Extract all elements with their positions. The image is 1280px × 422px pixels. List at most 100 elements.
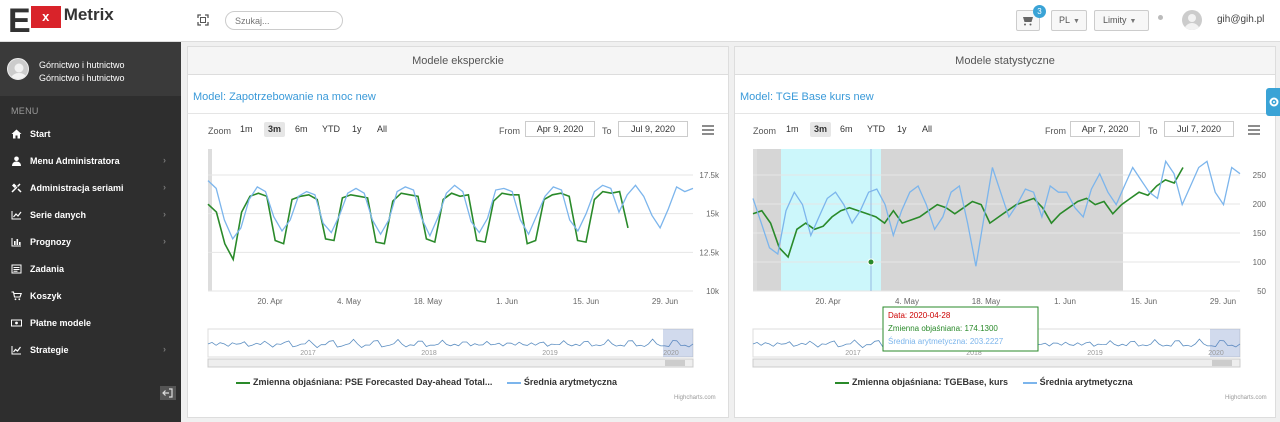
cart-count-badge: 3: [1033, 5, 1046, 18]
x-tick-label: 1. Jun: [496, 297, 518, 306]
sidebar-item-label: Koszyk: [30, 291, 62, 301]
sidebar-item-series-admin[interactable]: Administracja seriami ›: [0, 175, 181, 201]
navigator-year-label: 2020: [663, 350, 679, 357]
language-dropdown[interactable]: PL ▼: [1051, 10, 1087, 31]
series-line: [207, 180, 694, 241]
legend-label: Średnia arytmetyczna: [1039, 377, 1133, 387]
profile-organization-secondary: Górnictwo i hutnictwo: [39, 73, 125, 83]
sidebar-item-tasks[interactable]: Zadania: [0, 256, 181, 282]
y-tick-label: 50: [1257, 287, 1266, 296]
navigator-year-label: 2019: [542, 350, 558, 357]
sidebar-item-data-series[interactable]: Serie danych ›: [0, 202, 181, 228]
from-date-input[interactable]: Apr 7, 2020: [1070, 121, 1140, 137]
scrollbar-thumb: [665, 360, 685, 366]
zoom-1m-button[interactable]: 1m: [786, 124, 799, 134]
user-icon: [12, 156, 21, 166]
navigator-frame: [207, 328, 694, 358]
zoom-1y-button[interactable]: 1y: [897, 124, 907, 134]
user-email-link[interactable]: gih@gih.pl: [1217, 14, 1265, 25]
credits-link[interactable]: Highcharts.com: [1225, 395, 1267, 401]
x-tick-label: 29. Jun: [652, 297, 678, 306]
limits-dropdown[interactable]: Limity ▼: [1094, 10, 1149, 31]
model-title-link[interactable]: Model: Zapotrzebowanie na moc new: [193, 91, 376, 103]
zoom-all-button[interactable]: All: [922, 124, 933, 134]
menu-heading: MENU: [11, 106, 39, 116]
sidebar-item-cart[interactable]: Koszyk: [0, 283, 181, 309]
x-tick-label: 20. Apr: [815, 297, 841, 306]
language-label: PL: [1059, 15, 1071, 25]
navigator-series: [207, 338, 694, 349]
x-tick-label: 1. Jun: [1054, 297, 1076, 306]
model-title-link[interactable]: Model: TGE Base kurs new: [740, 91, 874, 103]
settings-tab[interactable]: [1266, 88, 1280, 116]
legend-label: Zmienna objaśniana: TGEBase, kurs: [852, 377, 1009, 387]
zoom-1m-button[interactable]: 1m: [240, 124, 253, 134]
panel-header: Modele eksperckie: [188, 47, 728, 75]
divider: [735, 113, 1275, 114]
chart-menu-icon[interactable]: [702, 125, 714, 135]
zoom-3m-button[interactable]: 3m: [810, 122, 832, 137]
sidebar-item-forecasts[interactable]: Prognozy ›: [0, 229, 181, 255]
chart-area[interactable]: 17.5k 15k 12.5k 10k 20. Apr 4. May 18. May 1. J…: [188, 145, 728, 375]
sidebar-item-start[interactable]: Start: [0, 121, 181, 147]
sidebar-item-strategies[interactable]: Strategie ›: [0, 337, 181, 363]
navigator-year-label: 2018: [966, 350, 982, 357]
chart-tooltip: Data: 2020-04-28 Zmienna objaśniana: 174.…: [867, 149, 1039, 352]
legend-item[interactable]: Zmienna objaśniana: TGEBase, kurs: [835, 377, 1008, 387]
zoom-6m-button[interactable]: 6m: [840, 124, 853, 134]
y-tick-label: 15k: [706, 210, 720, 219]
expert-models-panel: Modele eksperckie Model: Zapotrzebowanie…: [187, 46, 729, 418]
home-icon: [11, 129, 22, 139]
legend-item[interactable]: Średnia arytmetyczna: [506, 377, 617, 387]
statistical-models-panel: Modele statystyczne Model: TGE Base kurs…: [734, 46, 1276, 418]
trend-icon: [11, 346, 21, 355]
x-tick-label: 4. May: [895, 297, 919, 306]
avatar[interactable]: [1182, 10, 1202, 30]
x-tick-label: 20. Apr: [257, 297, 283, 306]
zoom-all-button[interactable]: All: [377, 124, 388, 134]
sidebar-item-admin-menu[interactable]: Menu Administratora ›: [0, 148, 181, 174]
limits-label: Limity: [1103, 15, 1127, 25]
series-line: [752, 159, 1241, 267]
zoom-3m-button[interactable]: 3m: [264, 122, 286, 137]
zoom-ytd-button[interactable]: YTD: [867, 124, 885, 134]
to-date-input[interactable]: Jul 7, 2020: [1164, 121, 1234, 137]
selection-highlight: [781, 149, 881, 291]
chevron-right-icon: ›: [163, 155, 166, 165]
zoom-ytd-button[interactable]: YTD: [322, 124, 340, 134]
zoom-label: Zoom: [753, 126, 777, 136]
x-tick-label: 18. May: [972, 297, 1000, 306]
navigator-year-label: 2018: [421, 350, 437, 357]
x-tick-label: 29. Jun: [1210, 297, 1236, 306]
chevron-right-icon: ›: [163, 182, 166, 192]
zoom-label: Zoom: [208, 126, 232, 136]
from-date-input[interactable]: Apr 9, 2020: [525, 121, 595, 137]
y-tick-label: 250: [1253, 171, 1267, 180]
y-tick-label: 200: [1253, 200, 1267, 209]
chart-legend: Zmienna objaśniana: PSE Forecasted Day-a…: [236, 377, 617, 387]
tooltip-box: [882, 306, 1039, 352]
search-input[interactable]: [225, 11, 343, 30]
hover-point: [867, 258, 875, 266]
chart-menu-icon[interactable]: [1248, 125, 1260, 135]
bar-chart-icon: [11, 238, 21, 247]
legend-item[interactable]: Średnia arytmetyczna: [1022, 377, 1133, 387]
y-tick-label: 12.5k: [699, 248, 720, 257]
legend-label: Średnia arytmetyczna: [523, 377, 617, 387]
zoom-6m-button[interactable]: 6m: [295, 124, 308, 134]
legend-item[interactable]: Zmienna objaśniana: PSE Forecasted Day-a…: [236, 377, 492, 387]
sidebar-item-paid-models[interactable]: Płatne modele: [0, 310, 181, 336]
collapse-sidebar-button[interactable]: [160, 386, 176, 400]
to-date-input[interactable]: Jul 9, 2020: [618, 121, 688, 137]
credits-link[interactable]: Highcharts.com: [674, 395, 716, 401]
plot-left-edge: [208, 149, 212, 291]
to-label: To: [602, 126, 612, 136]
sidebar-item-label: Start: [30, 129, 51, 139]
fullscreen-icon[interactable]: [197, 14, 209, 26]
chart-area[interactable]: 250 200 150 100 50 20. Apr 4. May 18. May 1. Jun…: [735, 145, 1275, 375]
zoom-1y-button[interactable]: 1y: [352, 124, 362, 134]
app-logo[interactable]: E x Metrix: [8, 4, 114, 38]
scrollbar-thumb: [1212, 360, 1232, 366]
y-tick-label: 17.5k: [699, 171, 720, 180]
navigator-year-label: 2017: [845, 350, 861, 357]
